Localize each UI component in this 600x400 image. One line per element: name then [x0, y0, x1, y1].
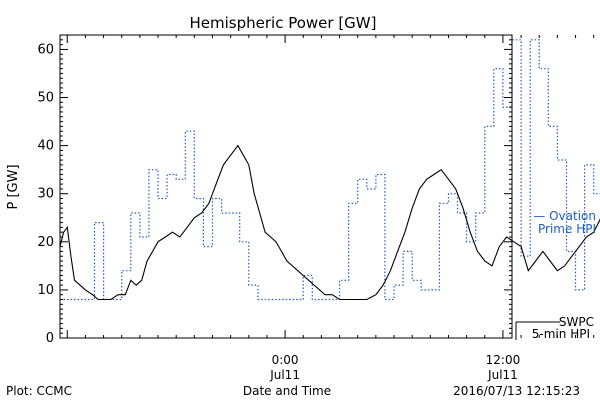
x-tick-date-label: Jul11 [269, 368, 300, 382]
swpc-line [59, 144, 600, 301]
ovation-line [60, 39, 600, 301]
y-tick-label: 50 [37, 91, 54, 106]
ovation-prime-series [60, 39, 600, 301]
legend-entry: SWPC [559, 315, 594, 329]
timestamp: 2016/07/13 12:15:23 [453, 384, 580, 398]
chart-title: Hemispheric Power [GW] [190, 14, 377, 32]
plot-frame [59, 34, 513, 339]
x-tick-time-label: 12:00 [486, 353, 521, 367]
legend-entry: 5-min HPI [532, 327, 590, 341]
axes: 01020304050600:00Jul1112:00Jul110:00Jul1… [37, 34, 595, 382]
y-tick-label: 30 [37, 187, 54, 202]
legend-entry: — Ovation [533, 209, 596, 223]
swpc-hpi-series [59, 144, 600, 301]
y-tick-label: 60 [37, 42, 54, 57]
x-tick-time-label: 0:00 [272, 353, 299, 367]
plot-credit: Plot: CCMC [6, 384, 72, 398]
y-tick-label: 10 [37, 283, 54, 298]
y-axis-label: P [GW] [6, 164, 21, 209]
x-tick-date-label: Jul11 [487, 368, 518, 382]
legend-entry: Prime HPI [538, 222, 596, 236]
y-tick-label: 0 [46, 331, 54, 346]
x-axis-label: Date and Time [243, 384, 331, 398]
y-tick-label: 20 [37, 235, 54, 250]
y-tick-label: 40 [37, 139, 54, 154]
